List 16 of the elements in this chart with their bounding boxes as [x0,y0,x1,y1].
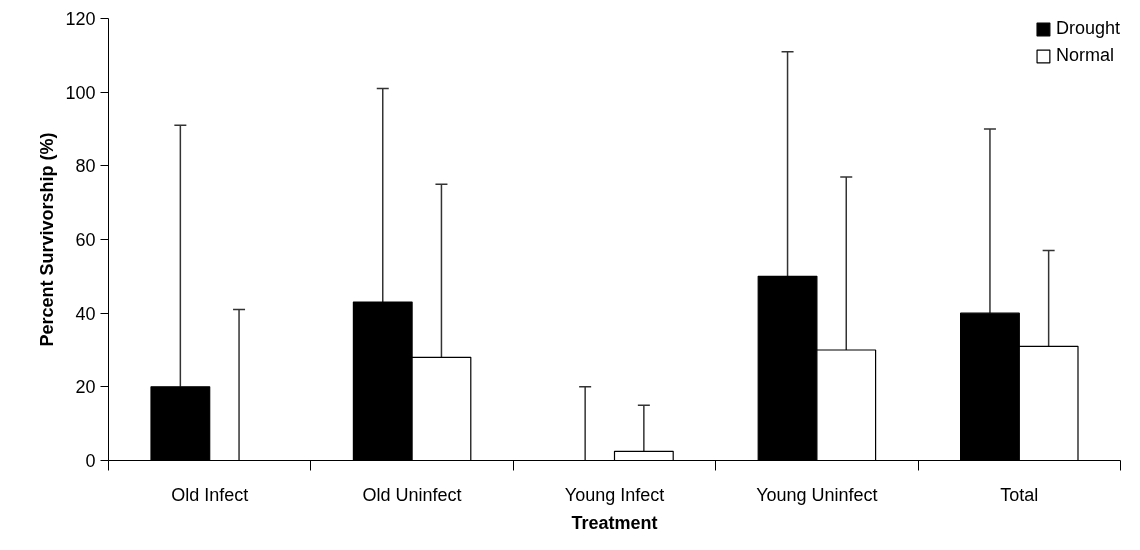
y-tick-label: 100 [65,82,96,103]
y-tick-label: 0 [85,451,96,471]
x-tick-label: Total [1000,484,1039,505]
y-axis-title: Percent Survivorship (%) [37,132,58,347]
y-tick-label: 20 [75,377,96,398]
legend-label: Drought [1055,18,1120,39]
x-tick-label: Young Uninfect [756,484,878,505]
y-tick-label: 80 [75,156,96,177]
x-tick-label: Old Uninfect [362,484,462,505]
x-tick-label: Old Infect [171,484,249,505]
x-axis-title: Treatment [571,512,658,533]
y-tick-label: 120 [65,9,96,29]
y-tick-label: 40 [75,303,96,324]
x-tick-label: Young Infect [564,484,665,505]
legend-label: Normal [1055,45,1114,66]
y-tick-label: 60 [75,230,96,250]
